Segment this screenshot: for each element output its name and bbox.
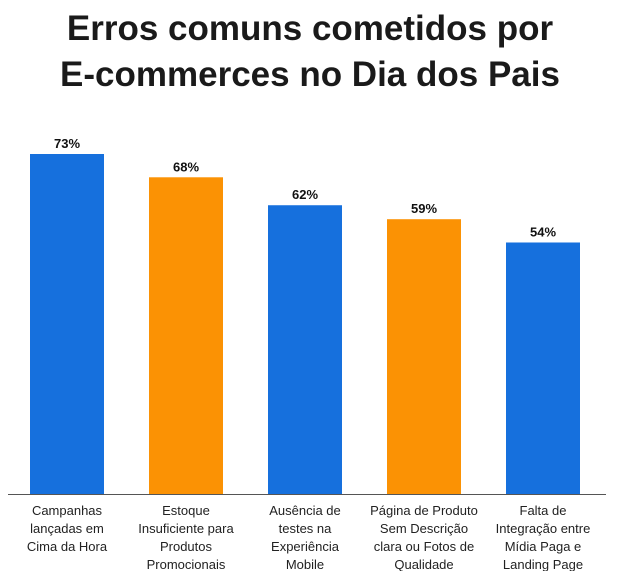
category-label-4-line-4: Qualidade	[394, 557, 453, 571]
category-label-1-line-1: Campanhas	[32, 503, 103, 518]
category-label-5-line-2: Integração entre	[496, 521, 591, 536]
value-label-3: 62%	[292, 187, 318, 202]
category-label-3-line-1: Ausência de	[269, 503, 341, 518]
value-label-5: 54%	[530, 224, 556, 239]
category-label-3-line-2: testes na	[279, 521, 333, 536]
category-label-3-line-4: Mobile	[286, 557, 324, 571]
bar-4	[387, 219, 461, 494]
category-label-1-line-3: Cima da Hora	[27, 539, 108, 554]
bar-1	[30, 154, 104, 494]
category-label-2-line-4: Promocionais	[147, 557, 226, 571]
category-label-4-line-3: clara ou Fotos de	[374, 539, 474, 554]
value-label-1: 73%	[54, 136, 80, 151]
chart-title-line-1: Erros comuns cometidos por	[66, 9, 554, 48]
value-label-2: 68%	[173, 159, 199, 174]
category-label-5-line-4: Landing Page	[503, 557, 583, 571]
category-label-5-line-3: Mídia Paga e	[505, 539, 582, 554]
category-label-5-line-1: Falta de	[520, 503, 567, 518]
category-label-2-line-3: Produtos	[160, 539, 213, 554]
bar-2	[149, 177, 223, 495]
bar-5	[506, 242, 580, 494]
bar-3	[268, 205, 342, 494]
category-label-1-line-2: lançadas em	[30, 521, 104, 536]
chart-title: Erros comuns cometidos por E-commerces n…	[0, 6, 620, 98]
category-label-4-line-2: Sem Descrição	[380, 521, 468, 536]
value-label-4: 59%	[411, 201, 437, 216]
category-label-3-line-3: Experiência	[271, 539, 340, 554]
category-label-2-line-2: Insuficiente para	[138, 521, 234, 536]
category-label-2-line-1: Estoque	[162, 503, 210, 518]
category-label-4-line-1: Página de Produto	[370, 503, 478, 518]
chart-title-line-2: E-commerces no Dia dos Pais	[60, 55, 560, 94]
